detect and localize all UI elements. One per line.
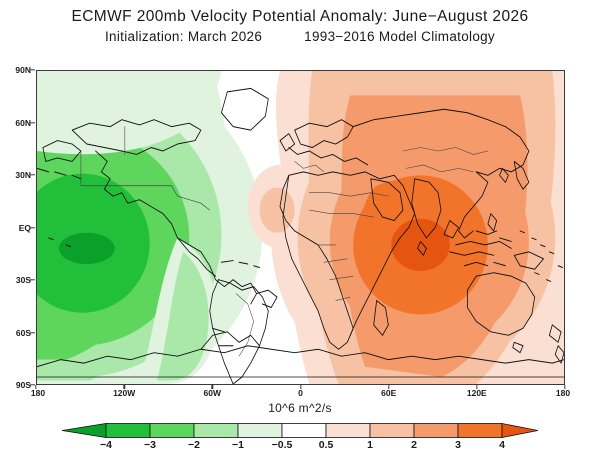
colorbar-units-label: 10^6 m^2/s [268,401,332,415]
x-tick-label-120W: 120W [113,388,136,398]
y-tick-label-30S: 30S [15,275,31,285]
x-tick-mark-60E [387,385,390,389]
y-tick-label-60N: 60N [15,117,31,128]
y-tick-label-60S: 60S [15,327,31,338]
climatology-label: 1993−2016 Model Climatology [304,29,495,44]
y-tick-mark-30S [30,279,35,281]
colorbar-swatch-neg2-neg1 [193,423,239,438]
map-plot-area [36,70,565,385]
x-tick-mark-120E [476,385,478,389]
y-tick-mark-60S [30,331,35,334]
colorbar-tick-pos3: 3 [455,439,461,451]
figure-subtitle: Initialization: March 2026 1993−2016 Mode… [0,29,600,44]
y-tick-mark-EQ [30,226,35,229]
anomaly-field [37,71,564,384]
colorbar-swatch-3-4 [457,423,503,438]
colorbar-tick-pos2: 2 [411,439,417,451]
colorbar-tick-neg4: −4 [100,439,112,451]
colorbar [62,423,538,438]
colorbar-tick-neg0p5: −0.5 [271,439,293,451]
colorbar-swatch-under [62,423,107,438]
contour-field-svg [37,71,564,384]
colorbar-tick-pos4: 4 [499,439,505,451]
colorbar-tick-neg1: −1 [232,439,244,451]
colorbar-swatch-0p5-1 [325,423,371,438]
colorbar-swatch-neutral [281,423,327,438]
x-tick-label-180W: 180 [30,388,46,398]
x-tick-label-0: 0 [298,388,303,398]
y-tick-label-90S: 90S [15,380,31,390]
filled-contours [37,71,564,384]
colorbar-swatch-neg3-neg2 [149,423,195,438]
y-tick-mark-90N [30,69,35,71]
y-tick-mark-30N [30,174,35,176]
colorbar-tick-pos0p5: 0.5 [318,439,334,451]
initialization-label: Initialization: March 2026 [105,29,263,44]
x-tick-mark-0 [299,385,302,389]
colorbar-tick-neg3: −3 [144,439,156,451]
colorbar-tick-neg2: −2 [188,439,200,451]
page-title: ECMWF 200mb Velocity Potential Anomaly: … [71,8,529,25]
x-tick-mark-120W [123,385,125,389]
colorbar-swatch-neg1-neg0p5 [237,423,283,438]
figure-title-block: ECMWF 200mb Velocity Potential Anomaly: … [0,8,600,44]
contour-pos-4-core [391,218,450,271]
colorbar-swatch-2-3 [413,423,459,438]
y-tick-label-EQ: EQ [18,222,31,233]
colorbar-swatch-1-2 [369,423,415,438]
colorbar-swatch-over [501,423,538,438]
x-tick-label-60E: 60E [381,388,397,398]
y-tick-label-30N: 30N [15,170,31,180]
colorbar-tick-pos1: 1 [367,439,373,451]
x-tick-mark-180W [35,385,37,389]
x-tick-label-60W: 60W [203,388,222,398]
x-tick-mark-180E [564,385,566,389]
y-tick-mark-60N [30,121,35,124]
colorbar-swatch-neg4-neg3 [105,423,151,438]
x-tick-mark-60W [211,385,213,389]
x-tick-label-120E: 120E [466,388,487,398]
x-tick-label-180E: 180 [555,388,571,398]
contour-neg-4-core [58,232,115,265]
coastlines-layer [37,87,564,384]
y-tick-mark-90S [30,384,35,386]
y-tick-label-90N: 90N [15,65,31,75]
